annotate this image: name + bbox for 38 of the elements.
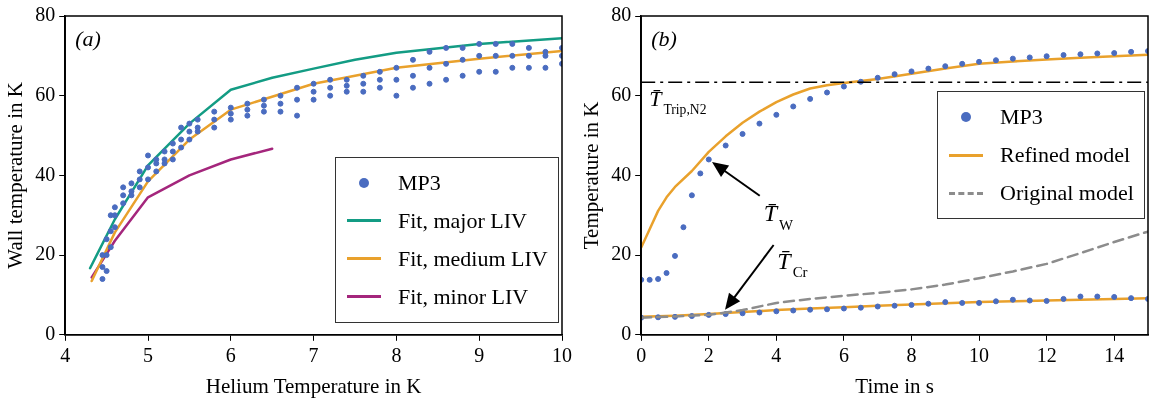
x-axis-title: Helium Temperature in K bbox=[205, 373, 422, 398]
x-tick-label: 12 bbox=[1036, 344, 1057, 367]
x-tick-label: 10 bbox=[969, 344, 990, 367]
y-tick-label: 0 bbox=[621, 322, 632, 345]
x-tick-label: 8 bbox=[906, 344, 917, 367]
y-tick-label: 80 bbox=[611, 3, 632, 26]
y-tick-label: 80 bbox=[35, 3, 56, 26]
y-axis-title: Temperature in K bbox=[579, 101, 604, 250]
annotation: (b) bbox=[651, 26, 677, 51]
legend-label: MP3 bbox=[398, 169, 441, 196]
x-tick-label: 6 bbox=[225, 344, 236, 367]
y-tick-label: 0 bbox=[45, 322, 56, 345]
legend-label: Fit, major LIV bbox=[398, 207, 527, 234]
y-tick-label: 60 bbox=[35, 82, 56, 105]
x-tick-label: 5 bbox=[143, 344, 153, 367]
legend-label: Fit, medium LIV bbox=[398, 245, 548, 272]
y-axis-title: Wall temperature in K bbox=[3, 82, 28, 269]
legend-label: MP3 bbox=[1000, 104, 1043, 131]
x-tick-label: 8 bbox=[391, 344, 402, 367]
y-tick-label: 60 bbox=[611, 82, 632, 105]
x-tick-label: 4 bbox=[60, 344, 71, 367]
x-tick-label: 7 bbox=[308, 344, 319, 367]
y-tick-label: 40 bbox=[35, 162, 56, 185]
legend-label: Refined model bbox=[1000, 142, 1131, 169]
x-tick-label: 10 bbox=[552, 344, 572, 367]
y-tick-label: 20 bbox=[611, 242, 632, 265]
x-tick-label: 4 bbox=[771, 344, 782, 367]
x-axis-title: Time in s bbox=[855, 373, 934, 398]
x-tick-label: 6 bbox=[838, 344, 849, 367]
x-tick-label: 14 bbox=[1104, 344, 1125, 367]
x-tick-label: 0 bbox=[636, 344, 647, 367]
legend-label: Fit, minor LIV bbox=[398, 283, 529, 310]
y-tick-label: 40 bbox=[611, 162, 632, 185]
y-tick-label: 20 bbox=[35, 242, 56, 265]
x-tick-label: 2 bbox=[703, 344, 714, 367]
x-tick-label: 9 bbox=[474, 344, 485, 367]
annotation: (a) bbox=[75, 26, 101, 51]
legend-label: Original model bbox=[1000, 180, 1134, 207]
